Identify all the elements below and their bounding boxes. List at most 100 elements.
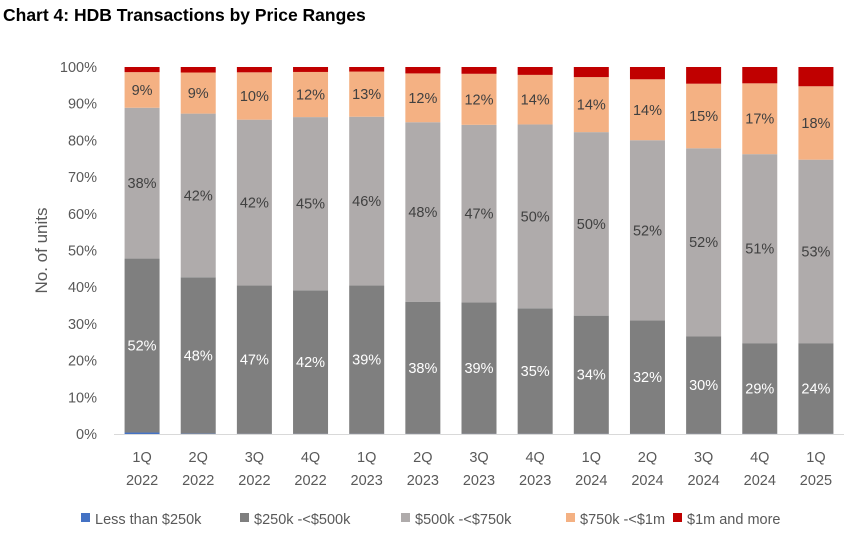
bar-segment: [742, 343, 778, 434]
bar-segment: [349, 285, 385, 434]
bar-segment: [180, 72, 216, 114]
y-tick-label: 90%: [68, 97, 97, 113]
bar-segment: [236, 67, 272, 73]
data-label: 14%: [521, 93, 550, 109]
y-tick-label: 80%: [68, 133, 97, 149]
legend-swatch: [240, 513, 249, 522]
data-label: 39%: [352, 353, 381, 369]
bar-segment: [293, 71, 329, 118]
bar-segment: [405, 67, 441, 74]
x-tick-label-year: 2022: [126, 473, 158, 489]
x-tick-label-year: 2024: [631, 473, 663, 489]
bar-segment: [629, 320, 665, 434]
x-tick-label-quarter: 4Q: [525, 450, 544, 466]
bar-segment: [124, 72, 160, 108]
bar-segment: [124, 432, 160, 434]
bar-segment: [798, 67, 834, 87]
x-tick-label-quarter: 1Q: [806, 450, 825, 466]
legend-swatch: [673, 513, 682, 522]
bar-segment: [686, 67, 722, 84]
bar-segment: [461, 67, 497, 74]
x-tick-label-quarter: 3Q: [245, 450, 264, 466]
data-label: 46%: [352, 194, 381, 210]
bar-segment: [629, 67, 665, 80]
data-label: 47%: [240, 353, 269, 369]
bar-segment: [798, 159, 834, 344]
data-label: 51%: [745, 242, 774, 258]
bar-segment: [573, 132, 609, 316]
data-label: 18%: [801, 116, 830, 132]
bar-segment: [180, 277, 216, 434]
legend-label: $250k -<$500k: [254, 512, 351, 528]
x-tick-label-quarter: 1Q: [582, 450, 601, 466]
x-tick-label-year: 2024: [744, 473, 776, 489]
bar-segment: [461, 73, 497, 125]
x-tick-label-year: 2024: [575, 473, 607, 489]
data-label: 39%: [464, 361, 493, 377]
y-tick-label: 20%: [68, 354, 97, 370]
bar-segment: [629, 140, 665, 321]
data-label: 12%: [464, 92, 493, 108]
data-label: 52%: [633, 223, 662, 239]
data-label: 9%: [132, 83, 153, 99]
data-label: 50%: [521, 209, 550, 225]
data-label: 52%: [689, 235, 718, 251]
bar-segment: [236, 72, 272, 120]
x-tick-label-year: 2023: [351, 473, 383, 489]
data-label: 29%: [745, 381, 774, 397]
bar-segment: [461, 124, 497, 303]
bar-segment: [517, 74, 553, 125]
bar-segment: [349, 116, 385, 286]
data-label: 10%: [240, 89, 269, 105]
x-tick-label-quarter: 1Q: [357, 450, 376, 466]
chart-title: Chart 4: HDB Transactions by Price Range…: [3, 5, 366, 25]
bar-segment: [124, 258, 160, 433]
bar-segment: [293, 290, 329, 434]
bar-segment: [124, 107, 160, 259]
data-label: 12%: [408, 91, 437, 107]
bar-segment: [461, 302, 497, 434]
bar-segment: [236, 119, 272, 286]
legend-swatch: [81, 513, 90, 522]
data-label: 48%: [184, 348, 213, 364]
x-tick-label-year: 2024: [687, 473, 719, 489]
y-tick-label: 40%: [68, 280, 97, 296]
x-tick-label-quarter: 3Q: [694, 450, 713, 466]
y-tick-label: 100%: [60, 60, 97, 76]
x-tick-label-year: 2023: [519, 473, 551, 489]
legend-swatch: [566, 513, 575, 522]
x-tick-label-year: 2022: [238, 473, 270, 489]
data-label: 12%: [296, 88, 325, 104]
data-label: 48%: [408, 205, 437, 221]
bar-segment: [686, 83, 722, 149]
data-label: 30%: [689, 378, 718, 394]
data-label: 35%: [521, 364, 550, 380]
bar-segment: [405, 122, 441, 302]
data-label: 50%: [577, 217, 606, 233]
x-tick-label-quarter: 3Q: [469, 450, 488, 466]
bar-segment: [517, 67, 553, 75]
bar-segment: [573, 67, 609, 78]
data-label: 42%: [184, 188, 213, 204]
bar-segment: [742, 67, 778, 84]
x-tick-label-year: 2022: [294, 473, 326, 489]
bar-segment: [180, 113, 216, 278]
bar-segment: [798, 343, 834, 434]
data-label: 15%: [689, 109, 718, 125]
bar-segment: [517, 308, 553, 434]
data-label: 42%: [296, 355, 325, 371]
x-tick-label-quarter: 2Q: [413, 450, 432, 466]
x-tick-label-year: 2023: [463, 473, 495, 489]
legend-label: $1m and more: [687, 512, 781, 528]
x-tick-label-year: 2022: [182, 473, 214, 489]
bar-segment: [293, 67, 329, 72]
data-label: 14%: [577, 98, 606, 114]
data-label: 14%: [633, 103, 662, 119]
bar-segment: [629, 79, 665, 141]
bar-segment: [517, 124, 553, 309]
data-label: 24%: [801, 381, 830, 397]
legend-label: $500k -<$750k: [415, 512, 512, 528]
bar-segment: [686, 336, 722, 434]
data-label: 17%: [745, 112, 774, 128]
x-tick-label-quarter: 4Q: [750, 450, 769, 466]
